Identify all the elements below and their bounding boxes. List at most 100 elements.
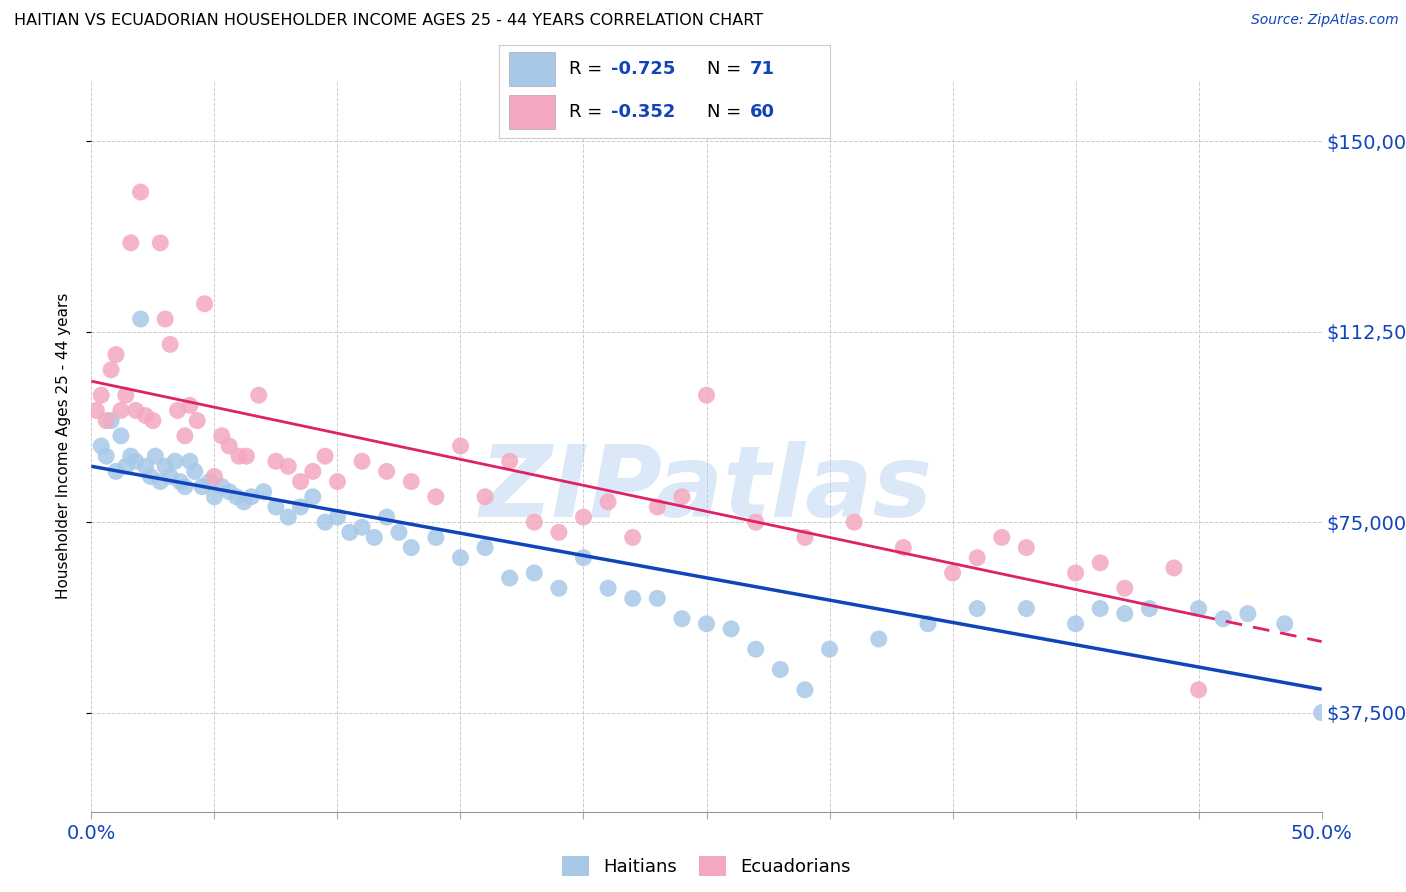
Text: -0.725: -0.725 (612, 60, 676, 78)
Point (449, 550, 471, 565)
Point (149, 235, 172, 250)
Point (174, 429, 197, 443)
Text: Source: ZipAtlas.com: Source: ZipAtlas.com (1251, 13, 1399, 28)
Text: R =: R = (568, 103, 607, 121)
Point (225, 490, 247, 504)
Point (169, 475, 191, 489)
Point (129, 185, 152, 199)
Point (105, 347, 127, 362)
Point (990, 530, 1012, 544)
Point (218, 484, 240, 499)
Point (179, 398, 201, 412)
Point (114, 459, 138, 474)
Point (135, 459, 157, 474)
Point (1139, 601, 1161, 615)
Point (100, 414, 122, 428)
Point (90, 388, 112, 402)
Point (474, 541, 496, 555)
Point (523, 566, 546, 580)
Point (548, 525, 571, 540)
Point (96, 414, 117, 428)
Point (247, 388, 270, 402)
Point (114, 388, 138, 402)
Point (120, 235, 142, 250)
Point (941, 566, 963, 580)
Point (695, 616, 717, 631)
Point (166, 403, 188, 417)
Point (818, 642, 841, 657)
Point (498, 571, 520, 585)
Text: R =: R = (568, 60, 607, 78)
Point (645, 500, 669, 514)
Point (110, 429, 132, 443)
Point (498, 454, 520, 468)
Point (425, 530, 447, 544)
Point (720, 622, 742, 636)
Point (572, 510, 595, 524)
Point (163, 454, 186, 468)
Point (645, 591, 669, 606)
Point (1064, 616, 1087, 631)
Point (277, 510, 299, 524)
Point (1064, 566, 1087, 580)
Point (96, 449, 117, 463)
Point (110, 403, 132, 417)
Point (301, 464, 323, 478)
Point (235, 449, 257, 463)
Point (1163, 561, 1185, 575)
Point (352, 454, 374, 468)
Point (375, 464, 398, 478)
Point (191, 480, 214, 494)
Point (596, 495, 619, 509)
Point (352, 520, 374, 534)
Point (232, 495, 256, 509)
Point (301, 490, 323, 504)
Point (1310, 706, 1333, 720)
Point (388, 525, 411, 540)
Point (399, 541, 422, 555)
Point (211, 429, 233, 443)
Point (120, 449, 142, 463)
FancyBboxPatch shape (509, 95, 555, 129)
Point (523, 515, 546, 529)
Point (326, 475, 349, 489)
Point (868, 632, 890, 646)
Point (671, 490, 693, 504)
Point (1212, 612, 1234, 626)
Point (183, 464, 207, 478)
Point (1187, 601, 1209, 615)
Point (621, 591, 644, 606)
Point (193, 297, 217, 311)
Point (548, 581, 571, 595)
Text: 60: 60 (751, 103, 775, 121)
Point (149, 475, 172, 489)
Point (769, 663, 792, 677)
Point (145, 449, 166, 463)
Point (253, 484, 276, 499)
Point (153, 312, 177, 326)
Point (1088, 556, 1111, 570)
Point (1237, 607, 1260, 621)
Text: ZIPatlas: ZIPatlas (479, 442, 934, 539)
Point (966, 601, 988, 615)
Point (1187, 682, 1209, 697)
Point (1088, 601, 1111, 615)
Point (745, 515, 768, 529)
Point (142, 414, 165, 428)
Text: 71: 71 (751, 60, 775, 78)
Text: N =: N = (707, 103, 747, 121)
Point (290, 475, 312, 489)
Point (474, 490, 496, 504)
Point (198, 475, 221, 489)
Point (290, 500, 312, 514)
Text: N =: N = (707, 60, 747, 78)
Point (745, 642, 768, 657)
Point (135, 409, 157, 423)
Point (596, 581, 619, 595)
Point (891, 541, 914, 555)
Point (179, 454, 201, 468)
Text: HAITIAN VS ECUADORIAN HOUSEHOLDER INCOME AGES 25 - 44 YEARS CORRELATION CHART: HAITIAN VS ECUADORIAN HOUSEHOLDER INCOME… (14, 13, 763, 29)
Point (86, 403, 108, 417)
Point (793, 682, 815, 697)
Point (375, 510, 398, 524)
